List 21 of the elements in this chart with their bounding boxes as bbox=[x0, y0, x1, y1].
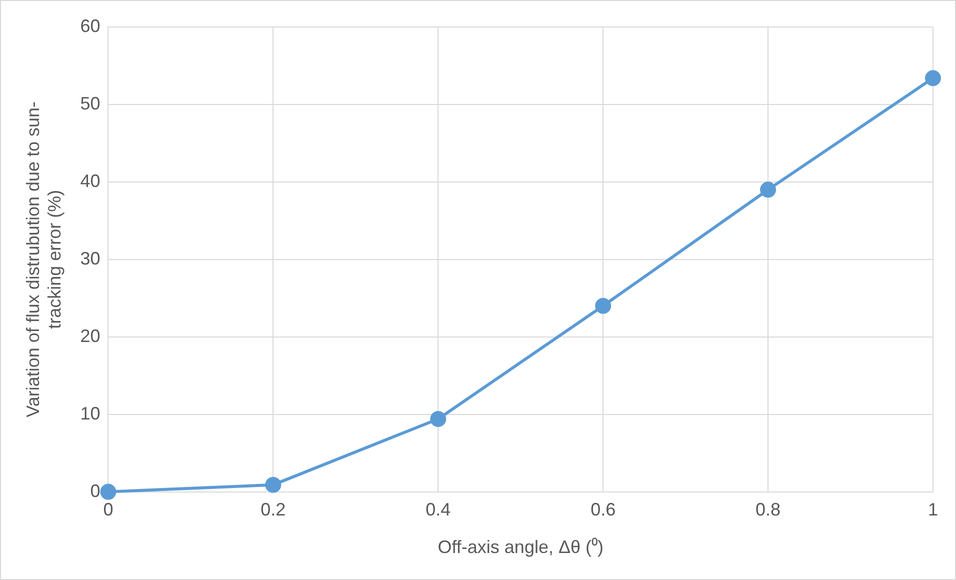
point bbox=[760, 182, 776, 198]
x-tick-label: 0.4 bbox=[426, 500, 451, 520]
point bbox=[100, 484, 116, 500]
x-axis-title: Off-axis angle, Δθ (⁰) bbox=[438, 537, 604, 558]
y-tick-label: 10 bbox=[80, 403, 100, 424]
y-tick-label: 30 bbox=[80, 248, 100, 268]
y-tick-label: 50 bbox=[80, 93, 100, 114]
x-tick-label: 0.6 bbox=[590, 500, 616, 520]
y-axis-title: Variation of flux distrubution due to sun-tracking error (%) bbox=[22, 101, 64, 418]
y-tick-label: 0 bbox=[90, 480, 100, 501]
x-tick-label: 0.8 bbox=[756, 500, 781, 520]
y-tick-label: 60 bbox=[80, 16, 100, 36]
point bbox=[595, 298, 612, 314]
point bbox=[265, 476, 282, 493]
point bbox=[430, 410, 446, 427]
x-tick-label: 0.2 bbox=[260, 500, 286, 520]
x-tick-label: 0 bbox=[103, 500, 114, 520]
y-tick-label: 20 bbox=[80, 326, 100, 346]
y-tick-label: 40 bbox=[80, 170, 100, 191]
point bbox=[925, 70, 941, 86]
x-tick-label: 1 bbox=[928, 500, 938, 520]
